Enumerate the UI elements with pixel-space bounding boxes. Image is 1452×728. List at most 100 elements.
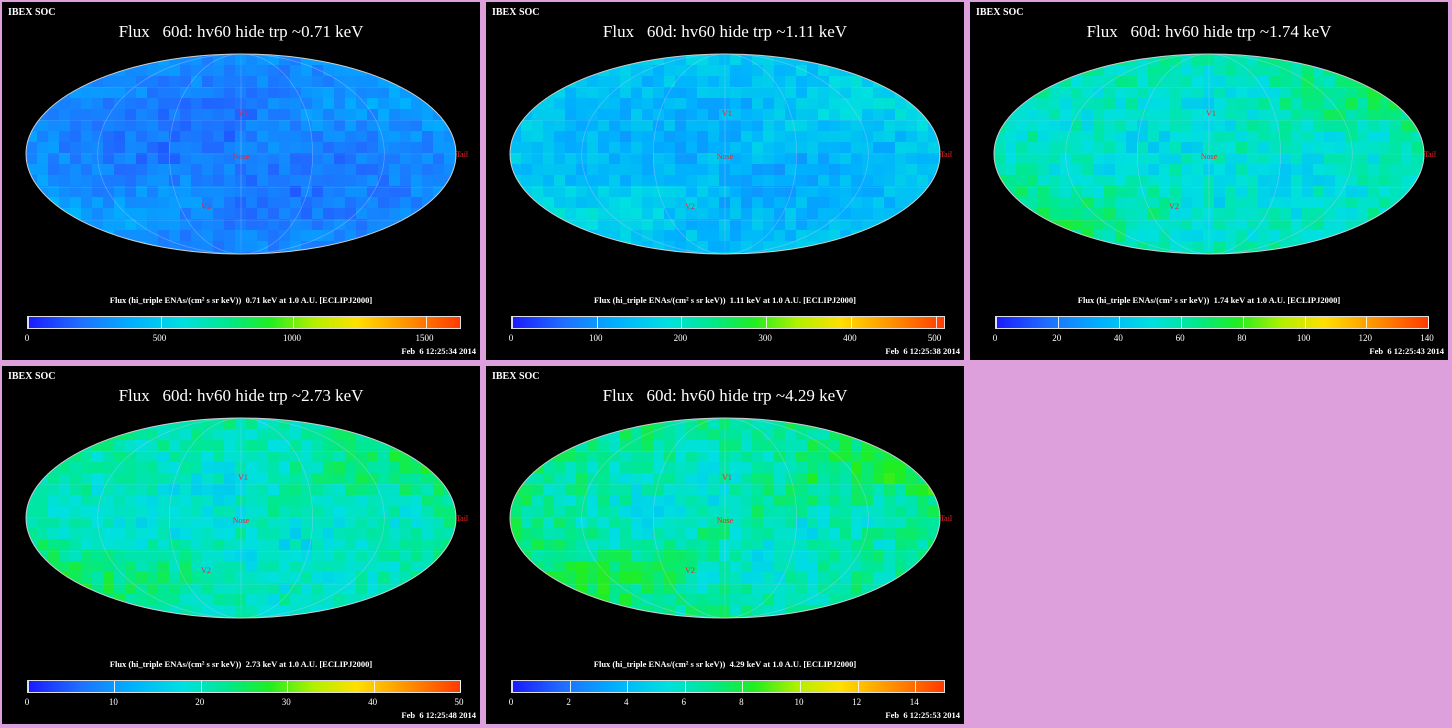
flux-pixel [587,418,599,430]
flux-pixel [851,506,863,518]
flux-pixel [730,219,742,231]
flux-pixel [202,120,214,132]
flux-pixel [114,506,126,518]
flux-pixel [1016,76,1028,88]
flux-pixel [774,517,786,529]
flux-pixel [26,219,38,231]
flux-pixel [1203,131,1215,143]
flux-pixel [554,528,566,540]
flux-pixel [301,462,313,474]
flux-pixel [1104,186,1116,198]
flux-pixel [620,109,632,121]
flux-pixel [92,252,104,254]
flux-pixel [158,164,170,176]
flux-pixel [224,153,236,165]
flux-pixel [213,451,225,463]
flux-pixel [411,605,423,617]
flux-pixel [785,54,797,66]
flux-pixel [1027,219,1039,231]
flux-pixel [455,54,456,66]
flux-pixel [400,65,412,77]
flux-pixel [1357,109,1369,121]
flux-pixel [906,186,918,198]
flux-pixel [642,120,654,132]
flux-pixel [235,98,247,110]
flux-pixel [1082,76,1094,88]
flux-pixel [719,462,731,474]
flux-pixel [1335,87,1347,99]
flux-pixel [169,473,181,485]
map-marker-label: V2 [201,566,211,575]
flux-pixel [631,87,643,99]
flux-pixel [928,528,940,540]
flux-pixel [147,583,159,595]
flux-pixel [378,142,390,154]
flux-pixel [136,594,148,606]
flux-pixel [191,142,203,154]
flux-pixel [1148,87,1160,99]
flux-pixel [48,54,60,66]
flux-pixel [1258,252,1270,254]
flux-pixel [279,605,291,617]
flux-pixel [1401,230,1413,242]
flux-pixel [917,230,929,242]
flux-pixel [1005,252,1017,254]
flux-pixel [389,54,401,66]
flux-pixel [686,164,698,176]
flux-pixel [444,418,456,430]
flux-pixel [191,76,203,88]
flux-pixel [851,109,863,121]
flux-pixel [1082,142,1094,154]
flux-pixel [1357,98,1369,110]
flux-pixel [521,197,533,209]
flux-pixel [653,197,665,209]
flux-pixel [884,98,896,110]
flux-pixel [807,153,819,165]
flux-pixel [1192,131,1204,143]
flux-pixel [191,550,203,562]
flux-pixel [235,462,247,474]
flux-pixel [378,539,390,551]
flux-pixel [92,54,104,66]
flux-pixel [741,528,753,540]
flux-pixel [92,473,104,485]
flux-pixel [48,230,60,242]
flux-pixel [224,594,236,606]
flux-pixel [1291,230,1303,242]
flux-pixel [510,616,522,618]
flux-pixel [1291,197,1303,209]
flux-pixel [675,142,687,154]
flux-pixel [708,197,720,209]
flux-pixel [1324,120,1336,132]
flux-pixel [180,120,192,132]
flux-pixel [147,440,159,452]
flux-pixel [906,142,918,154]
flux-pixel [114,175,126,187]
flux-pixel [246,550,258,562]
flux-pixel [785,98,797,110]
flux-pixel [609,451,621,463]
flux-pixel [70,495,82,507]
flux-pixel [521,429,533,441]
flux-pixel [334,429,346,441]
flux-pixel [1148,109,1160,121]
flux-pixel [180,572,192,584]
flux-pixel [345,440,357,452]
flux-pixel [631,462,643,474]
flux-pixel [345,197,357,209]
flux-pixel [587,572,599,584]
flux-pixel [1203,109,1215,121]
flux-pixel [213,440,225,452]
flux-pixel [620,539,632,551]
flux-pixel [1071,109,1083,121]
flux-pixel [268,131,280,143]
flux-pixel [455,252,456,254]
flux-pixel [1269,109,1281,121]
flux-pixel [400,418,412,430]
flux-pixel [246,418,258,430]
flux-pixel [719,616,731,618]
flux-pixel [785,429,797,441]
flux-pixel [642,76,654,88]
flux-pixel [1280,197,1292,209]
flux-pixel [1335,54,1347,66]
